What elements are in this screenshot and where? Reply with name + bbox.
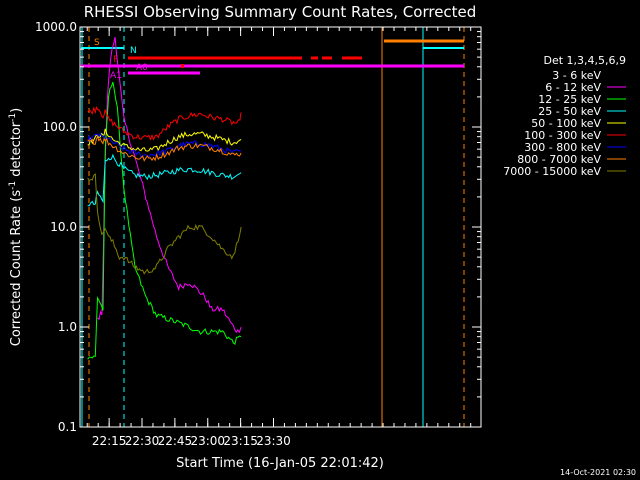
x-tick-label: 23:00 [190, 434, 225, 448]
flag-label: A1 [110, 71, 122, 81]
legend-title: Det 1,3,4,5,6,9 [543, 54, 626, 67]
series-line [87, 106, 242, 141]
series-line [87, 172, 242, 275]
legend-label: 100 - 300 keV [524, 129, 601, 142]
flag-label: S [94, 38, 100, 48]
series-line [87, 131, 242, 159]
y-tick-label: 100.0 [43, 120, 77, 134]
legend-label: 50 - 100 keV [531, 117, 601, 130]
flag-label: A0 [136, 63, 148, 73]
legend-label: 12 - 25 keV [538, 93, 601, 106]
attenuator-flags: S F A0 A1 N [81, 27, 465, 427]
flag-label: N [130, 46, 137, 56]
chart-title: RHESSI Observing Summary Count Rates, Co… [84, 3, 477, 21]
flag-label: F [113, 55, 118, 65]
y-axis-label: Corrected Count Rate (s-1 detector-1) [8, 108, 24, 346]
generation-timestamp: 14-Oct-2021 02:30 [560, 468, 636, 477]
y-tick-label: 10.0 [50, 220, 77, 234]
plot-series [87, 36, 242, 392]
series-line [87, 153, 242, 207]
legend-label: 25 - 50 keV [538, 105, 601, 118]
series-line [87, 135, 242, 162]
x-tick-label: 23:30 [256, 434, 291, 448]
x-tick-label: 23:15 [223, 434, 258, 448]
legend-label: 800 - 7000 keV [517, 153, 601, 166]
y-tick-label: 1000.0 [35, 20, 77, 34]
series-line [87, 81, 242, 360]
legend-label: 300 - 800 keV [524, 141, 601, 154]
legend-label: 6 - 12 keV [545, 81, 601, 94]
x-tick-label: 22:45 [158, 434, 193, 448]
series-line [97, 36, 242, 334]
legend-label: 3 - 6 keV [552, 69, 601, 82]
series-line [87, 163, 242, 392]
x-tick-label: 22:15 [92, 434, 127, 448]
y-tick-label: 0.1 [58, 420, 77, 434]
x-axis-label: Start Time (16-Jan-05 22:01:42) [176, 456, 384, 471]
axes: 0.1 1.0 10.0 100.0 1000.0 22:1522:3022:4523:0… [35, 20, 481, 448]
legend-label: 7000 - 15000 keV [503, 165, 601, 178]
y-tick-label: 1.0 [58, 320, 77, 334]
x-tick-label: 22:30 [125, 434, 160, 448]
series-line [87, 128, 242, 152]
